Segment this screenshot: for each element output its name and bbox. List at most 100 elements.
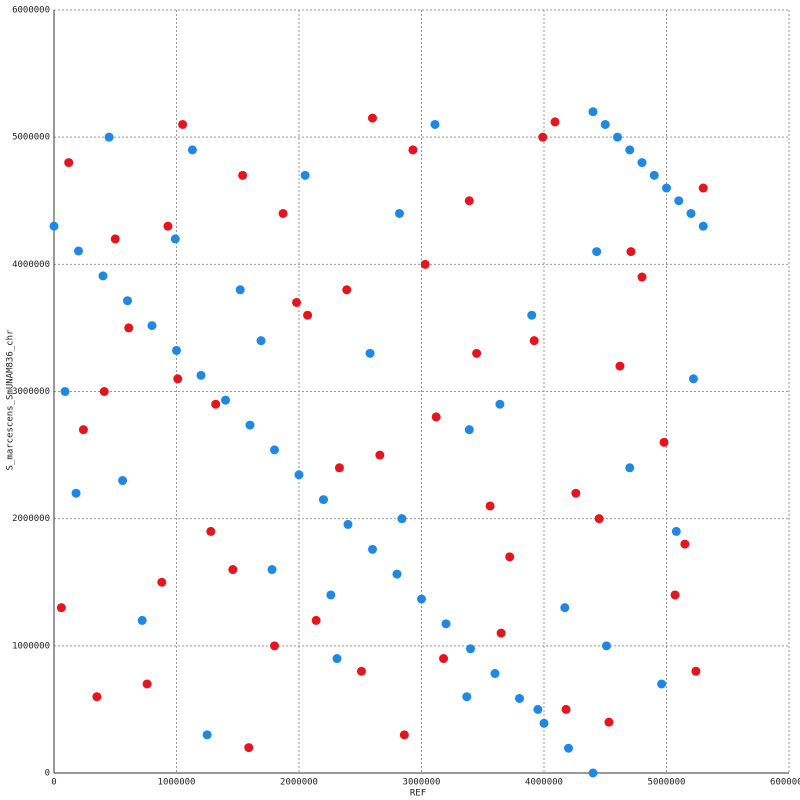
dot: [221, 395, 230, 405]
dot: [98, 271, 108, 281]
dot: [326, 590, 336, 600]
dot: [334, 463, 344, 473]
dot: [356, 666, 366, 676]
x-tick-label: 1000000: [158, 778, 196, 788]
dot: [550, 117, 560, 127]
x-tick-label: 5000000: [648, 778, 686, 788]
dot: [202, 730, 212, 740]
dot: [560, 603, 570, 613]
dot: [637, 272, 647, 282]
dot: [472, 348, 482, 358]
dot: [170, 234, 180, 244]
dot: [99, 387, 109, 396]
dot: [625, 145, 635, 155]
dot: [157, 577, 167, 587]
dot: [637, 158, 647, 168]
dot: [659, 437, 669, 447]
dot: [270, 641, 279, 651]
dot: [60, 387, 70, 396]
dot: [228, 565, 238, 575]
dot: [368, 113, 377, 123]
dot: [490, 669, 500, 679]
x-tick-label: 6000000: [770, 778, 800, 788]
dot: [698, 221, 708, 231]
dot: [104, 132, 114, 142]
dot: [604, 717, 614, 727]
dot: [187, 145, 197, 155]
dot: [571, 488, 581, 498]
y-tick-label: 1000000: [12, 641, 50, 651]
dot: [172, 345, 181, 355]
dot: [515, 693, 524, 703]
dot: [420, 259, 430, 269]
dot: [657, 679, 667, 689]
dot: [92, 692, 102, 702]
y-tick-label: 2000000: [12, 514, 50, 524]
dot: [649, 170, 659, 180]
dot: [674, 196, 684, 206]
dot: [49, 221, 59, 231]
dot: [430, 119, 440, 129]
dot: [680, 539, 690, 549]
dot: [311, 615, 321, 625]
dot: [196, 370, 206, 380]
x-tick-label: 3000000: [403, 778, 441, 788]
dot: [529, 336, 539, 346]
dot: [244, 743, 254, 753]
dot: [561, 704, 571, 714]
dot: [256, 336, 266, 346]
dot: [110, 234, 120, 244]
dot: [496, 628, 506, 638]
x-tick-label: 4000000: [525, 778, 563, 788]
dot: [688, 374, 698, 384]
dot: [600, 119, 610, 129]
dot: [74, 246, 83, 256]
dot: [601, 641, 611, 651]
dot: [399, 730, 409, 740]
dot: [147, 321, 157, 331]
y-tick-label: 4000000: [12, 260, 50, 270]
dot: [173, 374, 183, 384]
dot: [431, 412, 441, 422]
dot: [615, 361, 625, 371]
y-tick-label: 3000000: [12, 387, 50, 397]
dot: [686, 208, 696, 218]
dot: [613, 132, 622, 142]
dot: [564, 743, 573, 753]
dot: [505, 552, 515, 562]
dot: [392, 569, 402, 579]
dot: [319, 495, 328, 505]
dot: [539, 718, 549, 728]
dot: [300, 170, 310, 180]
dot: [303, 310, 313, 320]
dot: [342, 285, 352, 295]
dot: [394, 208, 404, 218]
dot: [662, 183, 671, 193]
dot: [464, 425, 474, 435]
dot: [671, 526, 681, 536]
dot: [670, 590, 680, 600]
dot: [278, 208, 288, 218]
dot: [538, 132, 548, 142]
dot: [292, 297, 302, 307]
dot: [464, 196, 474, 206]
dot: [462, 692, 472, 702]
x-axis-label: REF: [410, 789, 426, 799]
dot: [625, 463, 635, 473]
dot: [408, 145, 418, 155]
dot: [495, 399, 505, 409]
y-tick-label: 6000000: [12, 6, 50, 16]
dot: [118, 476, 128, 486]
dot: [78, 425, 88, 435]
dot: [527, 310, 537, 320]
dot: [142, 679, 152, 689]
dot: [533, 704, 543, 714]
dot: [211, 399, 221, 409]
dot: [294, 470, 304, 480]
dot: [691, 666, 701, 676]
dot: [439, 654, 449, 664]
dot: [56, 603, 66, 613]
x-tick-label: 0: [51, 778, 56, 788]
dot: [698, 183, 708, 193]
